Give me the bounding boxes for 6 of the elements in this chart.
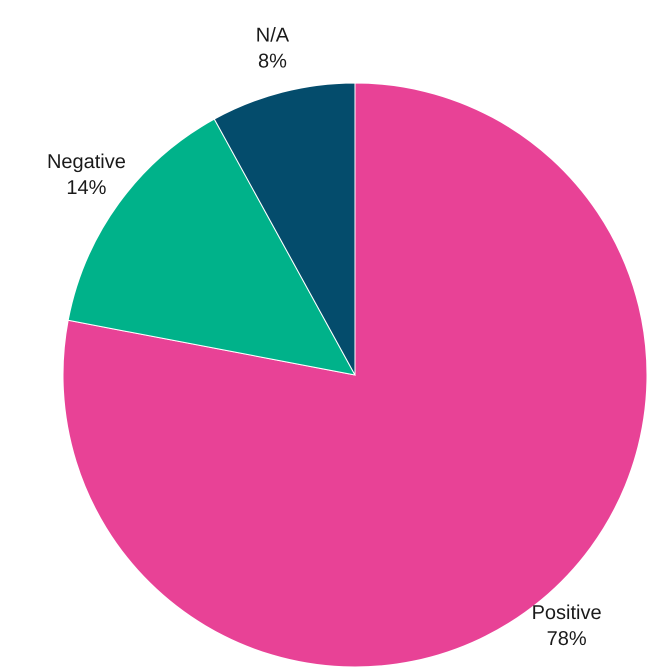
slice-label: N/A: [256, 24, 290, 46]
slice-label: Positive: [532, 602, 602, 624]
data-label: 78%: [546, 628, 587, 650]
data-label: 8%: [258, 50, 288, 72]
data-label: 14%: [66, 176, 107, 199]
slice-label: Negative: [46, 150, 126, 173]
